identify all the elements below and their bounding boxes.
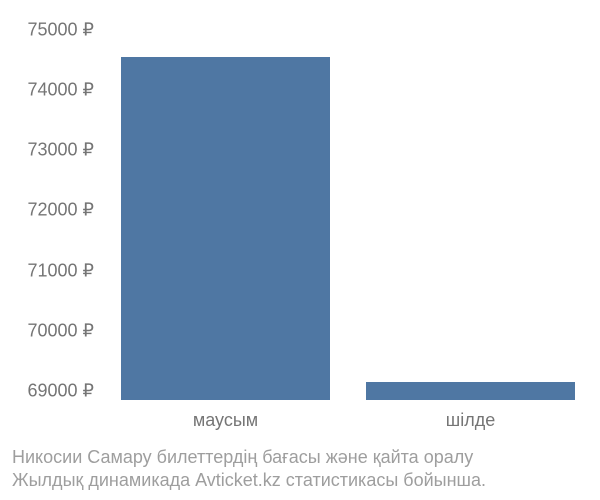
- price-chart: Никосии Самару билеттердің бағасы және қ…: [0, 0, 600, 500]
- y-tick-label: 71000 ₽: [27, 260, 94, 281]
- y-tick-label: 69000 ₽: [27, 380, 94, 401]
- x-tick-label: маусым: [193, 410, 258, 431]
- y-tick-label: 73000 ₽: [27, 140, 94, 161]
- y-tick-label: 74000 ₽: [27, 80, 94, 101]
- y-tick-label: 70000 ₽: [27, 320, 94, 341]
- plot-area: [103, 30, 593, 400]
- x-tick-label: шілде: [446, 410, 495, 431]
- bar: [121, 57, 329, 400]
- y-tick-label: 75000 ₽: [27, 20, 94, 41]
- caption-line-2: Жылдық динамикада Avticket.kz статистика…: [12, 469, 486, 492]
- bar: [366, 382, 574, 400]
- y-tick-label: 72000 ₽: [27, 200, 94, 221]
- chart-caption: Никосии Самару билеттердің бағасы және қ…: [12, 446, 486, 493]
- caption-line-1: Никосии Самару билеттердің бағасы және қ…: [12, 446, 486, 469]
